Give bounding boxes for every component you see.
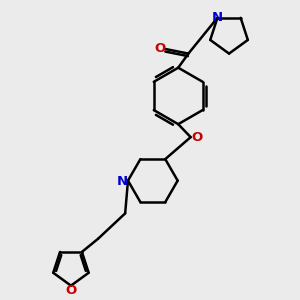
Text: O: O [154,42,166,55]
Text: O: O [192,131,203,144]
Text: O: O [65,284,76,297]
Text: N: N [211,11,222,24]
Text: N: N [117,175,128,188]
